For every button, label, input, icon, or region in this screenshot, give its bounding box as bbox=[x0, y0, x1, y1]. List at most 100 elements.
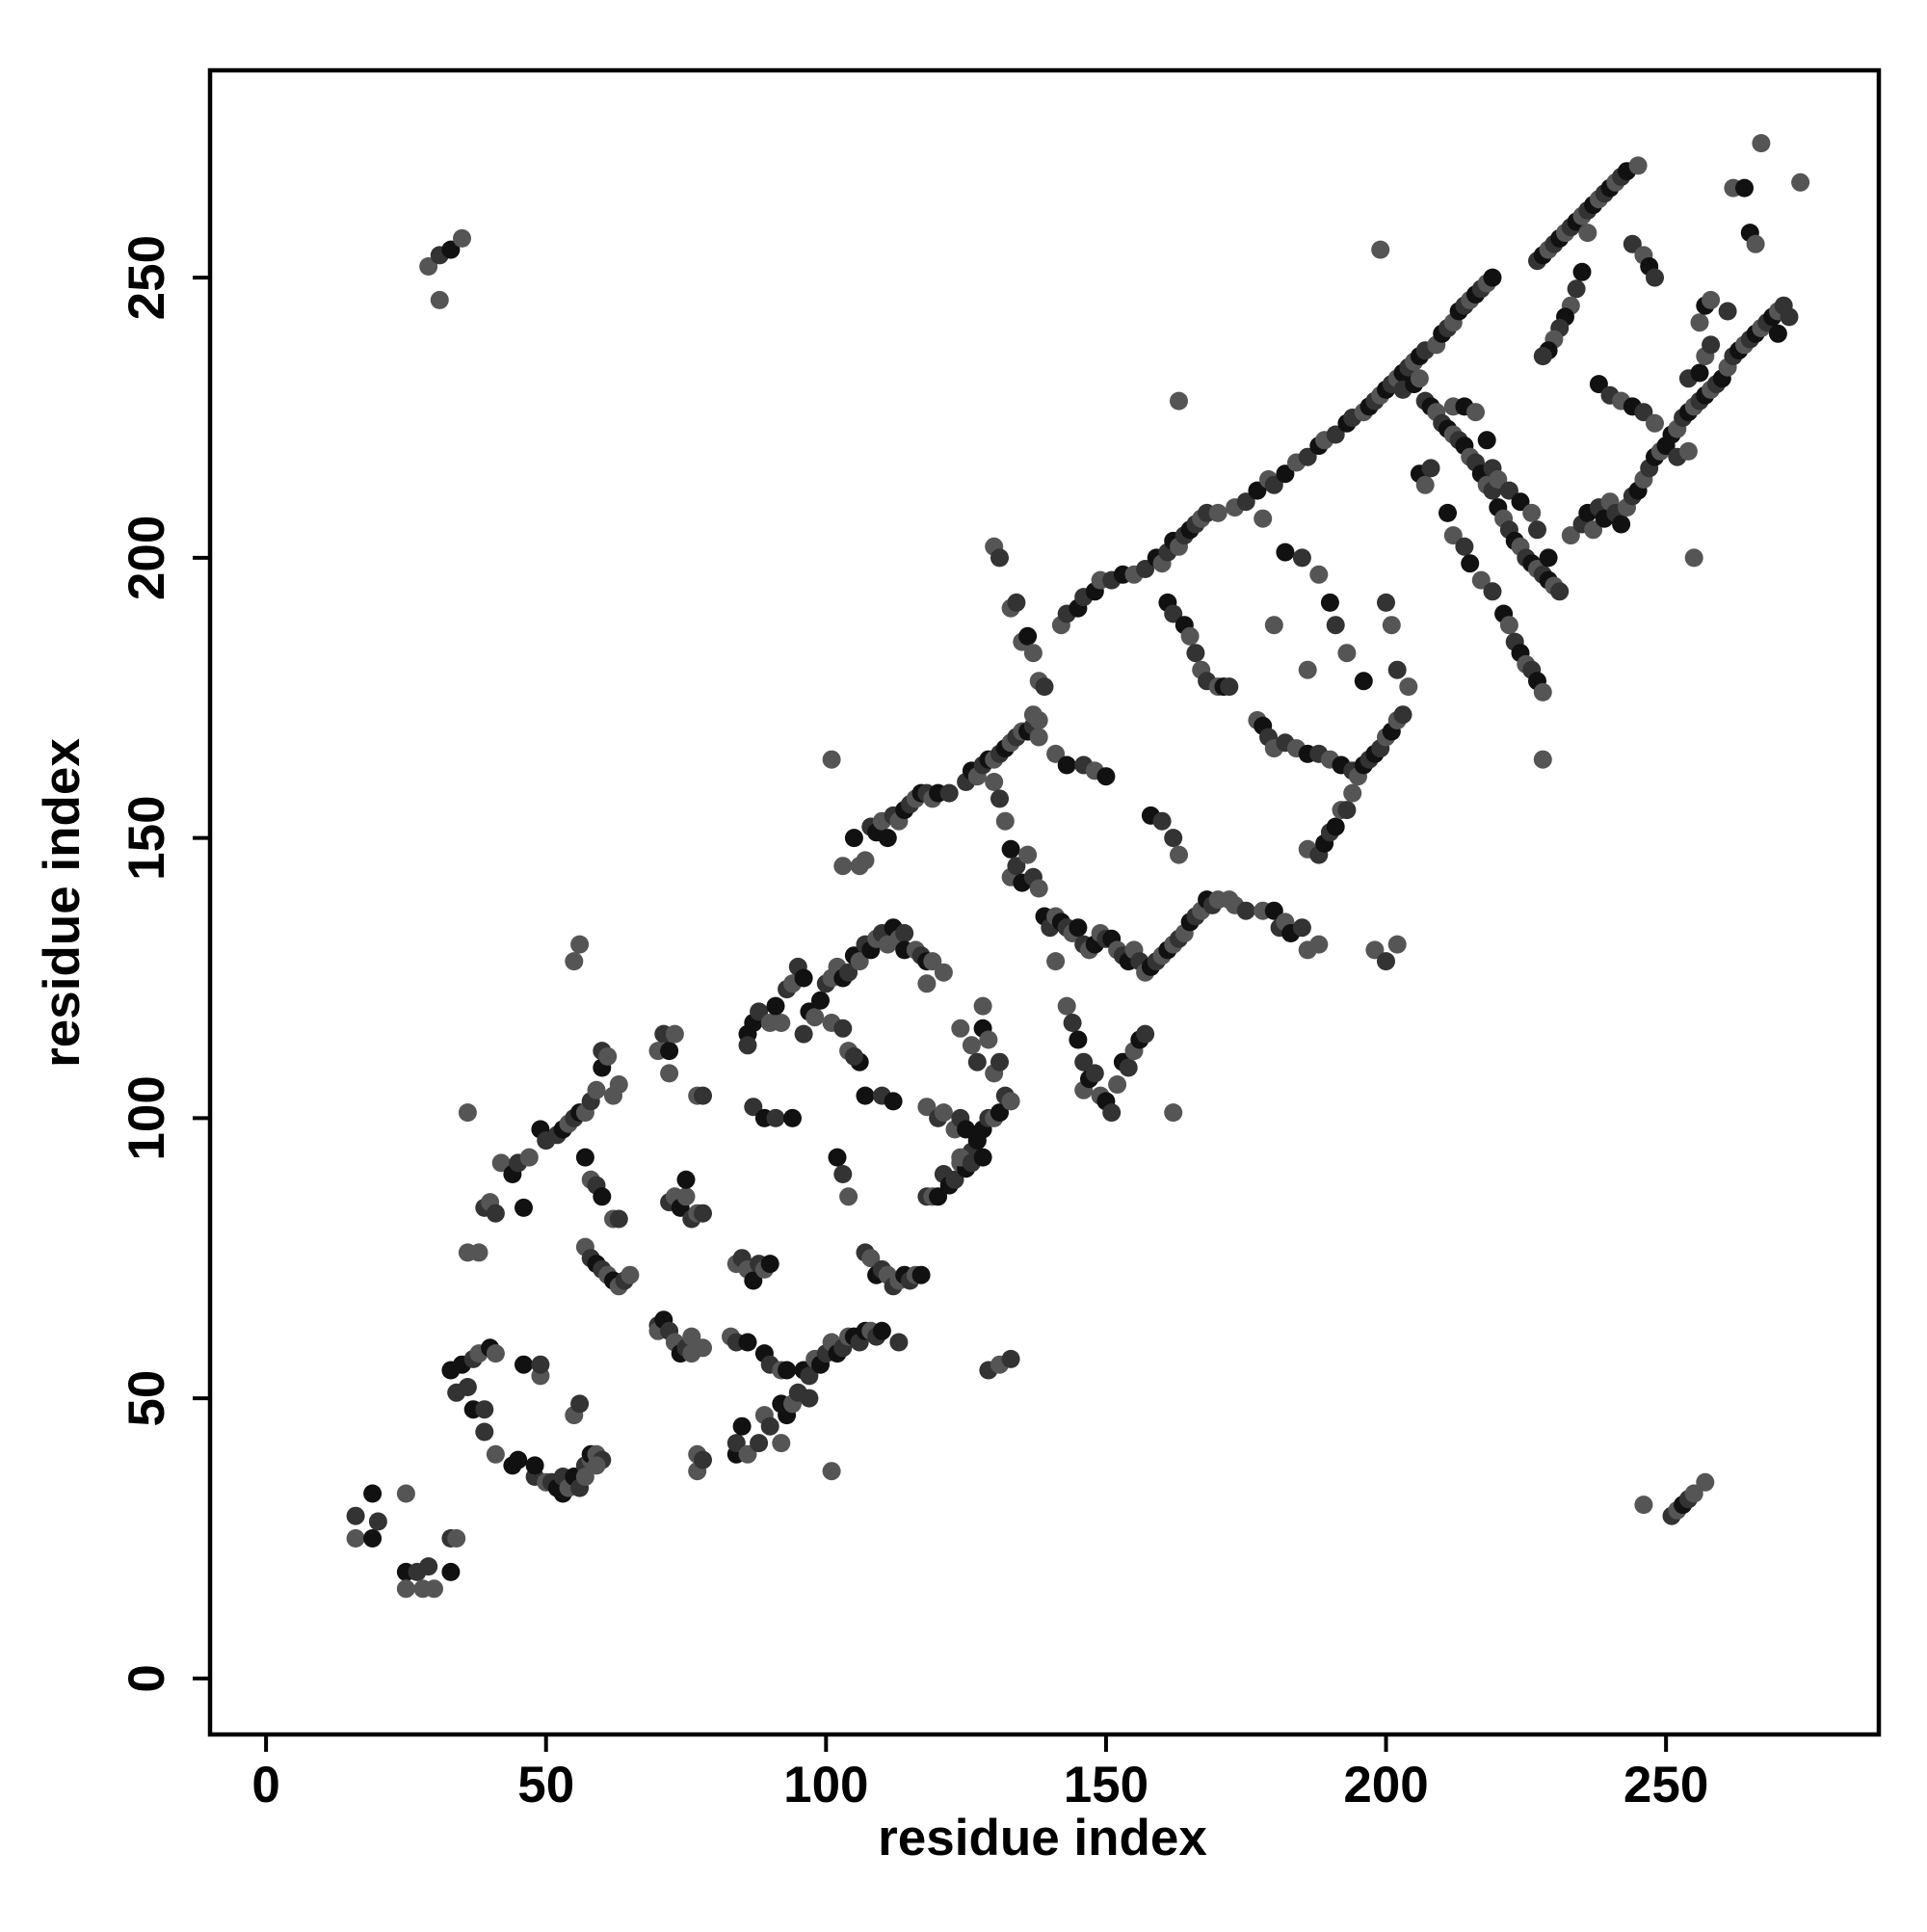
data-point bbox=[1018, 626, 1038, 646]
data-point bbox=[1220, 677, 1239, 697]
data-point bbox=[744, 1098, 763, 1117]
data-point bbox=[772, 1434, 791, 1453]
data-point bbox=[1702, 290, 1721, 309]
data-point bbox=[1466, 403, 1485, 422]
data-point bbox=[738, 1036, 757, 1055]
data-point bbox=[1646, 413, 1664, 433]
data-point bbox=[884, 1092, 903, 1111]
data-point bbox=[783, 1108, 802, 1127]
data-point bbox=[1646, 268, 1664, 287]
data-point bbox=[1567, 279, 1586, 299]
data-point bbox=[929, 1187, 948, 1206]
data-point bbox=[990, 1103, 1009, 1123]
data-point bbox=[1001, 1349, 1020, 1368]
data-point bbox=[531, 1355, 550, 1374]
data-point bbox=[1656, 437, 1676, 456]
data-point bbox=[368, 1512, 387, 1531]
data-point bbox=[1001, 1092, 1020, 1111]
data-point bbox=[593, 1187, 612, 1206]
data-point bbox=[1415, 475, 1435, 494]
data-point bbox=[570, 1394, 590, 1414]
data-point bbox=[811, 991, 830, 1010]
data-point bbox=[1007, 857, 1026, 876]
data-point bbox=[346, 1529, 365, 1548]
data-point bbox=[1461, 554, 1480, 573]
data-point bbox=[1096, 767, 1116, 786]
data-point bbox=[833, 1165, 853, 1183]
data-point bbox=[856, 851, 875, 870]
data-point bbox=[694, 1204, 712, 1223]
data-point bbox=[822, 1462, 841, 1481]
data-point bbox=[1007, 593, 1026, 612]
data-point bbox=[934, 963, 953, 982]
data-point bbox=[973, 996, 992, 1016]
data-point bbox=[620, 1265, 640, 1284]
data-point bbox=[1023, 644, 1043, 663]
data-point bbox=[1102, 1103, 1122, 1123]
data-point bbox=[1001, 839, 1020, 859]
y-axis-label: residue index bbox=[34, 738, 91, 1068]
x-tick-label: 0 bbox=[251, 1757, 279, 1813]
data-point bbox=[1136, 1024, 1155, 1044]
x-tick-label: 100 bbox=[783, 1757, 868, 1813]
data-point bbox=[766, 1108, 785, 1127]
data-point bbox=[794, 968, 813, 988]
data-point bbox=[1164, 1103, 1183, 1123]
data-point bbox=[598, 1046, 618, 1066]
data-point bbox=[1186, 644, 1205, 663]
data-point bbox=[515, 1355, 533, 1374]
data-point bbox=[934, 1103, 953, 1123]
data-point bbox=[694, 1086, 712, 1105]
data-point bbox=[1539, 548, 1558, 568]
data-point bbox=[1035, 677, 1054, 697]
data-point bbox=[1136, 560, 1155, 578]
data-point bbox=[660, 1042, 679, 1061]
data-point bbox=[1483, 582, 1502, 601]
data-point bbox=[1561, 526, 1580, 545]
data-point bbox=[575, 1468, 594, 1486]
data-point bbox=[1533, 347, 1552, 366]
data-point bbox=[1572, 262, 1592, 281]
data-point bbox=[979, 1030, 998, 1049]
data-point bbox=[1499, 616, 1518, 635]
data-point bbox=[1309, 935, 1329, 954]
data-point bbox=[469, 1243, 488, 1262]
data-point bbox=[760, 1416, 779, 1436]
data-point bbox=[1696, 1472, 1715, 1492]
data-point bbox=[396, 1579, 415, 1599]
data-point bbox=[609, 1075, 628, 1094]
x-tick-label: 200 bbox=[1343, 1757, 1428, 1813]
data-point bbox=[1718, 302, 1737, 321]
data-point bbox=[895, 924, 914, 942]
data-point bbox=[1069, 1030, 1088, 1049]
data-point bbox=[1236, 492, 1255, 512]
data-point bbox=[962, 1036, 981, 1055]
data-point bbox=[1029, 879, 1048, 898]
data-point bbox=[1248, 481, 1267, 500]
data-point bbox=[694, 1338, 712, 1358]
data-point bbox=[1410, 369, 1429, 388]
data-point bbox=[923, 952, 942, 971]
data-point bbox=[676, 1170, 696, 1189]
data-point bbox=[1628, 156, 1648, 175]
data-point bbox=[1309, 565, 1329, 584]
data-point bbox=[872, 1321, 891, 1340]
data-point bbox=[587, 1456, 606, 1475]
x-tick-label: 50 bbox=[517, 1757, 574, 1813]
data-point bbox=[363, 1484, 383, 1503]
y-tick-label: 250 bbox=[119, 235, 175, 320]
data-point bbox=[1164, 604, 1183, 623]
data-point bbox=[1533, 750, 1552, 769]
data-point bbox=[676, 1187, 696, 1206]
data-point bbox=[1276, 543, 1295, 562]
data-point bbox=[1074, 1052, 1094, 1072]
data-point bbox=[1254, 509, 1273, 528]
data-point bbox=[447, 1529, 466, 1548]
data-point bbox=[967, 1052, 987, 1072]
data-point bbox=[1399, 677, 1418, 697]
data-point bbox=[1326, 616, 1345, 635]
data-point bbox=[363, 1529, 383, 1548]
data-point bbox=[1735, 178, 1754, 198]
